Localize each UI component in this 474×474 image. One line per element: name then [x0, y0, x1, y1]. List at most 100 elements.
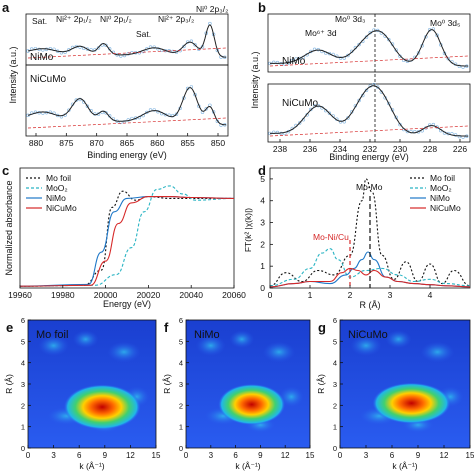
x-tick-label: 3: [51, 451, 56, 460]
x-tick-label: 6: [390, 451, 395, 460]
data-point: [33, 46, 38, 51]
x-tick-label: 3: [364, 451, 369, 460]
legend-label: NiMo: [46, 193, 66, 203]
x-tick-label: 850: [211, 138, 225, 148]
annotation-b-mo0-3d5: Mo⁰ 3d₅: [430, 18, 460, 28]
panel-a: a NiMo NiCuMo Sat. Ni²⁺ 2p₁/₂ Ni⁰ 2p₁/₂ …: [2, 0, 229, 160]
panel-c-x-ticks: 19960 19980 20000 20020 20040 20060: [8, 285, 246, 300]
wavelet-xlabel: k (Å⁻¹): [235, 461, 260, 471]
x-tick-label: 6: [77, 451, 82, 460]
panel-b-ylabel: Intensity (a.u.): [250, 51, 260, 108]
y-tick-label: 1: [21, 423, 25, 432]
y-tick-label: 1: [333, 423, 337, 432]
data-point: [104, 111, 108, 115]
y-tick-label: 4: [21, 359, 25, 368]
panel-d-y-ticks: 0 1 2 3 4 5: [260, 174, 273, 293]
data-point: [96, 46, 101, 50]
wavelet-main-feature: [63, 384, 141, 430]
x-tick-label: 9: [416, 451, 421, 460]
legend-label: Mo foil: [46, 173, 71, 183]
annotation-b-mo0-3d3: Mo⁰ 3d₃: [335, 14, 366, 24]
wavelet-main-feature: [218, 384, 286, 425]
data-point: [435, 33, 439, 37]
fit-envelope: [27, 24, 227, 58]
wavelet-panel-name-f: NiMo: [194, 329, 220, 341]
x-tick-label: 15: [306, 451, 315, 460]
panel-b-x-ticks: 238 236 234 232 230 228 226: [273, 139, 467, 154]
panel-a-bottom-spectrum: [26, 85, 227, 129]
x-tick-label: 15: [466, 451, 474, 460]
data-point: [327, 111, 332, 115]
y-tick-label: 6: [179, 316, 183, 325]
data-point: [357, 42, 361, 47]
wavelet-minor-feature: [262, 341, 296, 363]
data-point: [204, 107, 208, 111]
background-line: [27, 117, 227, 129]
wavelet-minor-feature: [279, 386, 304, 408]
data-point: [457, 64, 462, 69]
wavelet-panel-name-g: NiCuMo: [348, 329, 388, 341]
wavelet-ylabel: R (Å): [162, 374, 172, 394]
panel-a-ylabel: Intensity (a.u.): [8, 46, 18, 103]
annotation-b-mo6-3d: Mo⁶⁺ 3d: [305, 28, 337, 38]
y-tick-label: 6: [333, 316, 337, 325]
x-tick-label: 880: [29, 138, 43, 148]
panel-d-ylabel: FT(k² |χ(k)|): [243, 208, 253, 252]
data-point: [104, 43, 108, 47]
x-tick-label: 870: [90, 138, 104, 148]
data-point: [387, 37, 391, 42]
panel-d-xlabel: R (Å): [360, 300, 381, 310]
wavelet-minor-feature: [385, 330, 412, 349]
wavelet-ylabel: R (Å): [4, 374, 14, 394]
x-tick-label: 855: [181, 138, 195, 148]
data-point: [446, 56, 450, 61]
x-tick-label: 19960: [8, 290, 32, 300]
legend-label: Mo foil: [430, 173, 455, 183]
x-tick-label: 15: [152, 451, 161, 460]
x-tick-label: 3: [209, 451, 214, 460]
x-tick-label: 20000: [94, 290, 118, 300]
wavelet-ylabel: R (Å): [316, 374, 326, 394]
annotation-a-ni0-2p12: Ni⁰ 2p₁/₂: [100, 14, 132, 24]
panel-b-top-axes: [267, 13, 471, 73]
panel-label-f: f: [164, 320, 169, 335]
panel-b: b NiMo NiCuMo Mo⁰ 3d₃ Mo⁶⁺ 3d Mo⁰ 3d₅ 23…: [250, 0, 471, 162]
y-tick-label: 2: [260, 239, 265, 249]
panel-c-ylabel: Normalized absorbance: [4, 180, 14, 275]
panel-label-b: b: [258, 0, 266, 15]
wavelet-xlabel: k (Å⁻¹): [392, 461, 417, 471]
wavelet-minor-feature: [107, 341, 141, 363]
series-line-3: [19, 196, 235, 287]
panel-d-x-ticks: 0 1 2 3 4: [268, 285, 433, 300]
x-tick-label: 236: [303, 144, 317, 154]
background-line: [269, 55, 469, 67]
legend-label: MoO₂: [46, 183, 68, 193]
x-tick-label: 865: [120, 138, 134, 148]
annotation-a-ni2-2p32: Ni²⁺ 2p₃/₂: [158, 14, 194, 24]
data-point: [275, 60, 280, 65]
annotation-a-ni0-2p32: Ni⁰ 2p₃/₂: [196, 4, 228, 14]
panel-b-bottom-spectrum: [268, 82, 469, 139]
annotation-d-mo-nicu: Mo-Ni/Cu: [313, 232, 349, 242]
series-line-1: [19, 185, 235, 287]
series-line-0: [19, 190, 234, 287]
data-point: [85, 104, 90, 108]
wavelet-minor-feature: [72, 330, 99, 349]
x-tick-label: 3: [388, 290, 393, 300]
data-point: [193, 43, 197, 47]
wavelet-minor-feature: [350, 335, 382, 356]
panel-label-a: a: [2, 0, 10, 15]
data-point: [327, 51, 332, 56]
y-tick-label: 4: [333, 359, 337, 368]
data-point: [74, 98, 78, 102]
annotation-a-ni2-2p12: Ni²⁺ 2p₁/₂: [56, 14, 92, 24]
x-tick-label: 1: [308, 290, 313, 300]
panel-c-axes: [19, 167, 235, 289]
x-tick-label: 9: [258, 451, 263, 460]
panel-d-series: [269, 178, 471, 288]
